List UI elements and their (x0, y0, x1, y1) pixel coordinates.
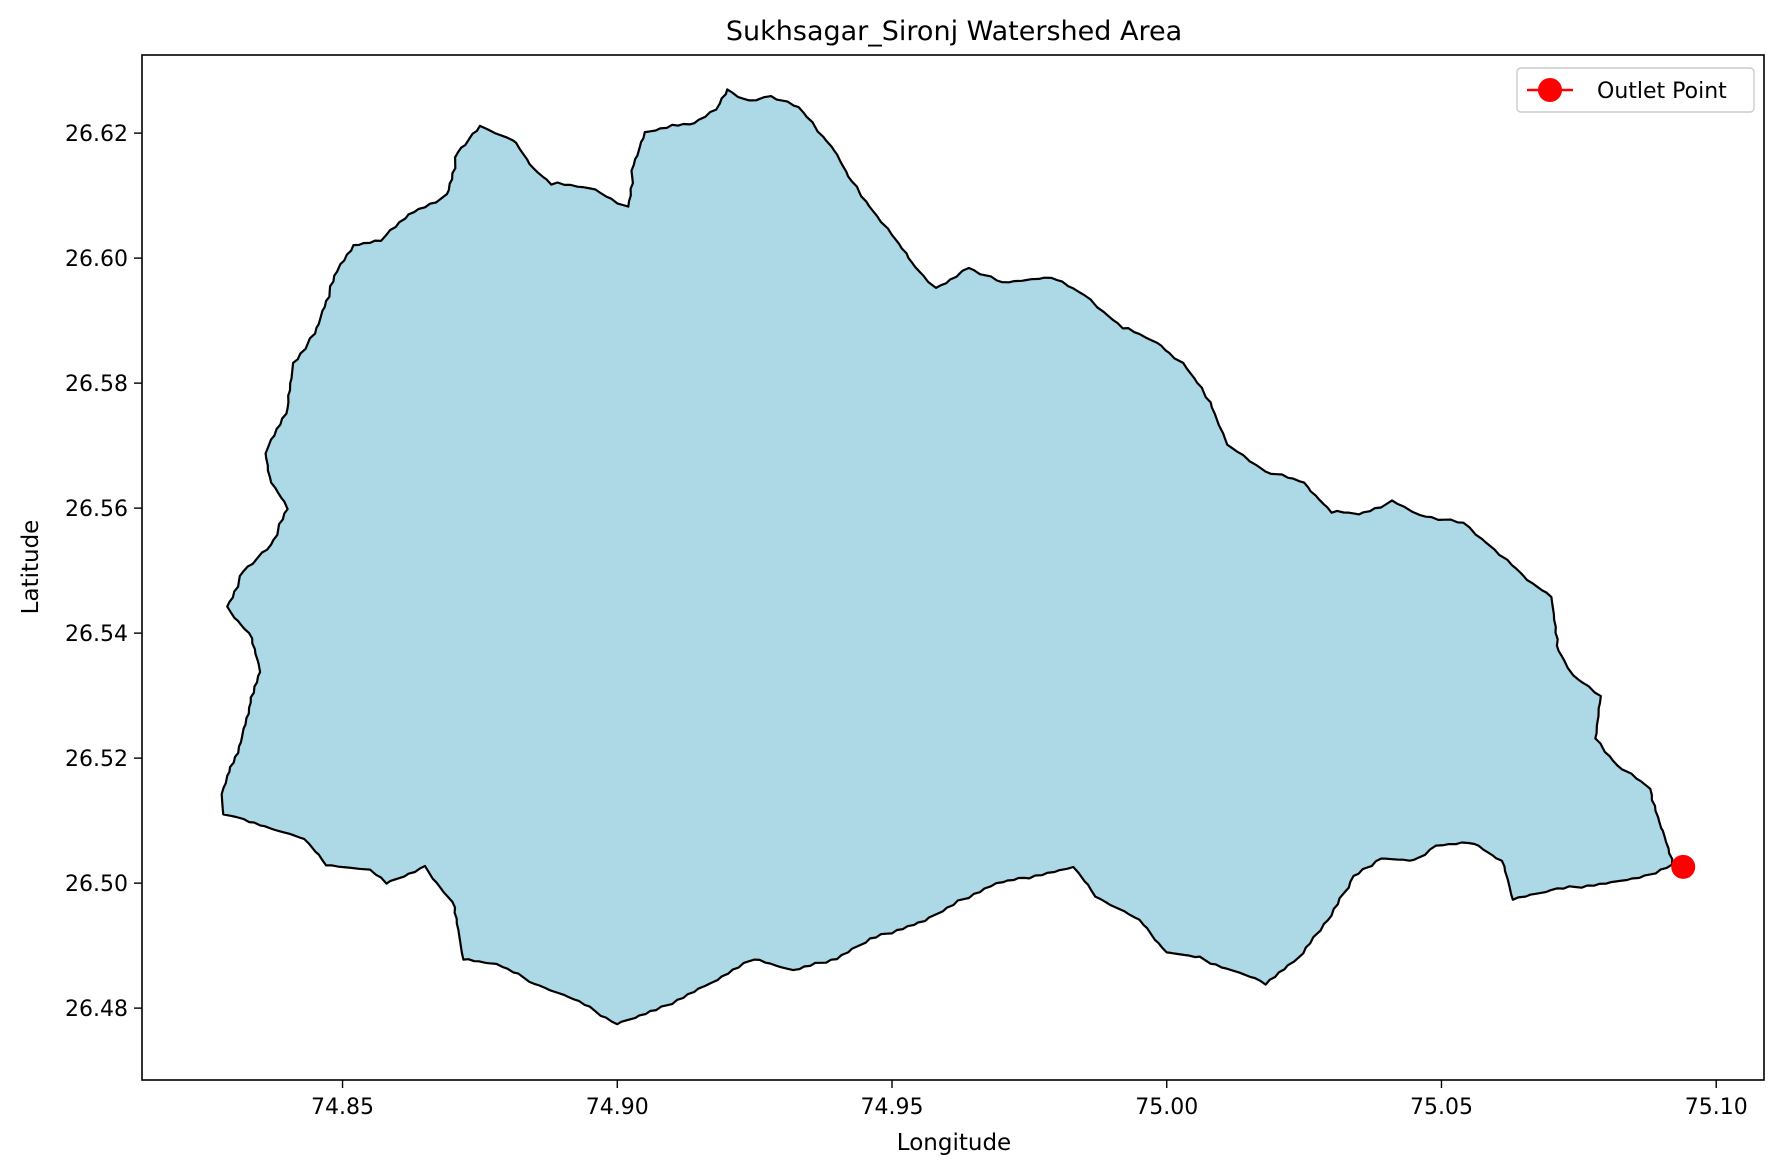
watershed-polygon (220, 88, 1674, 1026)
axes-frame (141, 54, 1765, 1081)
legend: Outlet Point (1516, 67, 1755, 113)
x-axis-label: Longitude (897, 1130, 1011, 1156)
y-tick-label: 26.50 (65, 872, 128, 897)
legend-frame (1516, 67, 1755, 113)
y-tick-label: 26.56 (65, 497, 128, 522)
x-tick-label: 75.00 (1135, 1095, 1198, 1120)
y-tick-label: 26.60 (65, 247, 128, 272)
legend-outlet-marker (1538, 78, 1562, 102)
x-axis-ticks: 74.85 74.90 74.95 75.00 75.05 75.10 (311, 1080, 1748, 1120)
plot-area (220, 88, 1696, 1026)
y-tick-label: 26.48 (65, 997, 128, 1022)
y-tick-label: 26.54 (65, 622, 128, 647)
y-tick-label: 26.58 (65, 372, 128, 397)
x-tick-label: 75.10 (1685, 1095, 1748, 1120)
x-tick-label: 74.95 (861, 1095, 924, 1120)
chart-title: Sukhsagar_Sironj Watershed Area (726, 16, 1182, 47)
y-tick-label: 26.62 (65, 122, 128, 147)
y-tick-label: 26.52 (65, 747, 128, 772)
legend-outlet-label: Outlet Point (1597, 79, 1727, 104)
x-tick-label: 74.90 (586, 1095, 649, 1120)
y-axis-label: Latitude (18, 520, 44, 615)
y-axis-ticks: 26.48 26.50 26.52 26.54 26.56 26.58 26.60 26.62 (65, 122, 142, 1022)
outlet-point-marker (1671, 854, 1696, 879)
x-tick-label: 74.85 (311, 1095, 374, 1120)
x-tick-label: 75.05 (1410, 1095, 1473, 1120)
